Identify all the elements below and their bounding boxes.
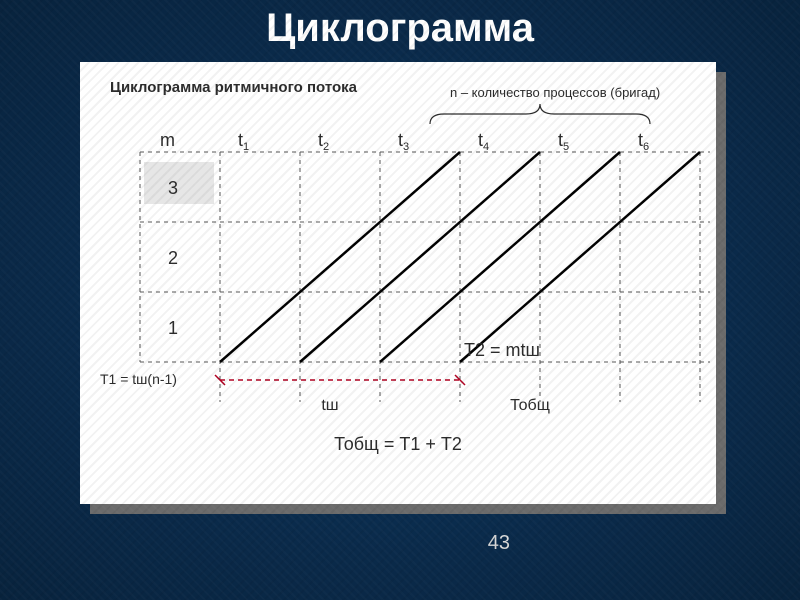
svg-text:t1: t1 [238,130,249,153]
svg-text:m: m [160,130,175,150]
page-number: 43 [488,532,510,555]
svg-text:t6: t6 [638,130,649,153]
svg-text:Тобщ: Тобщ [510,397,550,414]
svg-text:tш: tш [321,397,338,414]
svg-text:t4: t4 [478,130,489,153]
svg-text:3: 3 [168,178,178,198]
cyclogram-svg: Циклограмма ритмичного потока n – количес… [80,62,716,504]
svg-text:t3: t3 [398,130,409,153]
svg-text:T2 = mtш: T2 = mtш [464,340,540,360]
svg-text:Тобщ = Т1 + Т2: Тобщ = Т1 + Т2 [334,434,462,454]
diagram-panel: Циклограмма ритмичного потока n – количес… [80,62,716,504]
svg-text:T1 = tш(n-1): T1 = tш(n-1) [100,371,177,387]
slide: Циклограмма Циклограмма ритмичного поток… [0,0,800,600]
svg-text:t5: t5 [558,130,569,153]
svg-text:n – количество процессов (бриг: n – количество процессов (бригад) [450,85,660,100]
svg-text:Циклограмма ритмичного потока: Циклограмма ритмичного потока [110,79,358,96]
slide-title: Циклограмма [0,6,800,51]
svg-text:t2: t2 [318,130,329,153]
svg-text:2: 2 [168,248,178,268]
svg-text:1: 1 [168,318,178,338]
